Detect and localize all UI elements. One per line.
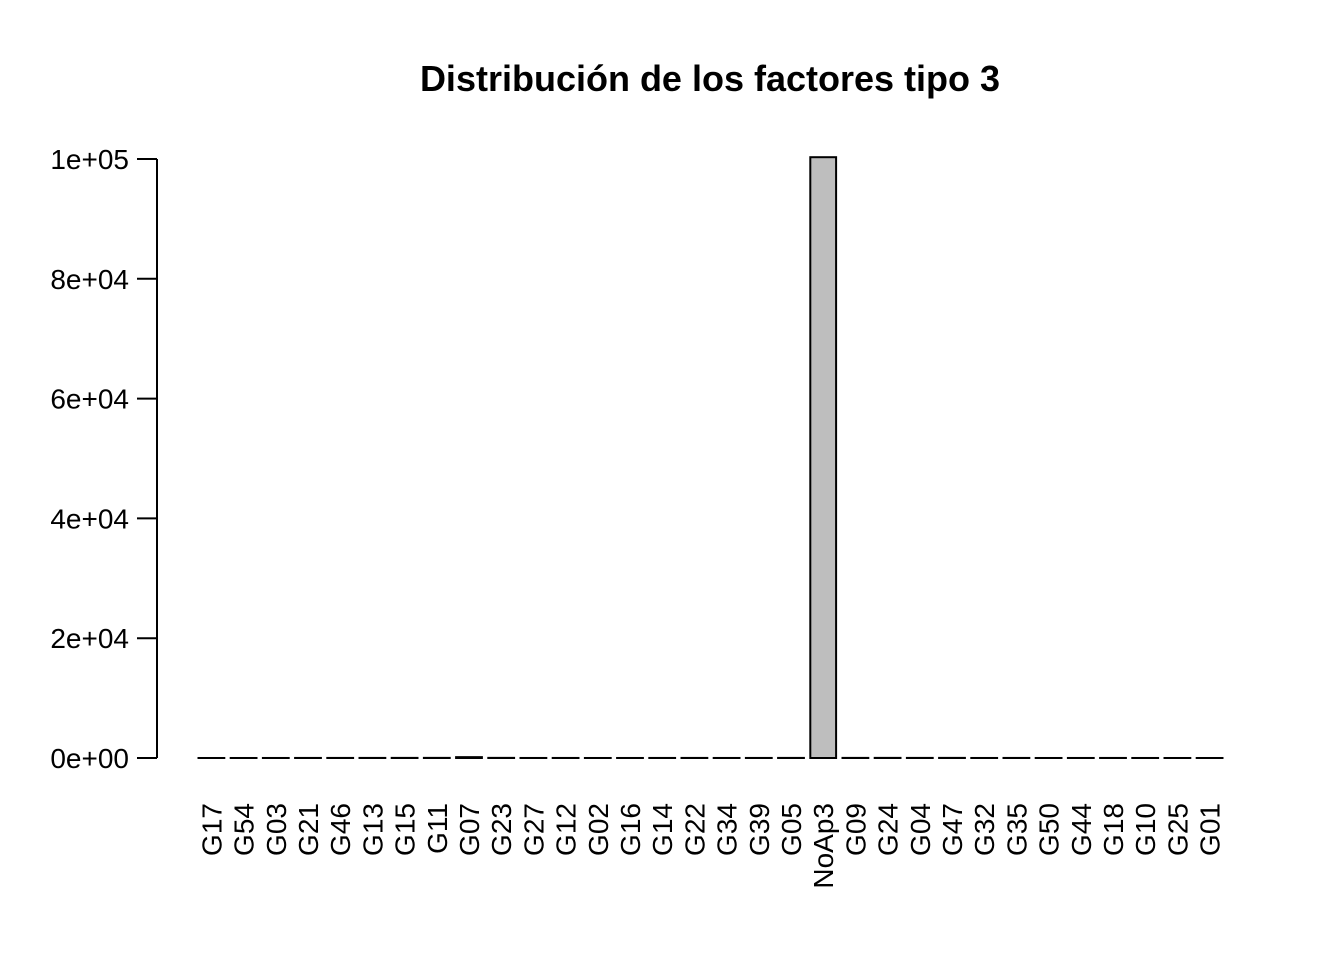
x-category-label: G04	[905, 803, 936, 856]
x-category-label: G32	[969, 803, 1000, 856]
x-category-label: G03	[261, 803, 292, 856]
x-category-label: G21	[293, 803, 324, 856]
x-category-label: G09	[840, 803, 871, 856]
x-category-label: G05	[776, 803, 807, 856]
x-category-label: G44	[1066, 803, 1097, 856]
y-axis: 0e+00 2e+04 4e+04 6e+04 8e+04 1e+05	[50, 144, 158, 774]
y-tick-label: 4e+04	[50, 503, 129, 534]
x-category-label: G39	[744, 803, 775, 856]
x-category-label: G02	[583, 803, 614, 856]
x-category-label: G47	[937, 803, 968, 856]
x-category-label: G50	[1034, 803, 1065, 856]
bars	[197, 156, 1224, 760]
bar-g07	[455, 756, 483, 760]
bar-noap3	[809, 156, 838, 759]
x-category-label: G12	[551, 803, 582, 856]
x-category-label: G15	[390, 803, 421, 856]
y-tick-label: 6e+04	[50, 384, 129, 415]
x-category-label: G27	[518, 803, 549, 856]
x-axis-labels: G17 G54 G03 G21 G46 G13 G15 G11 G07 G23 G27 G12 G02 G…	[196, 803, 1225, 889]
y-tick-label: 1e+05	[50, 144, 129, 175]
x-category-label: G11	[422, 803, 453, 854]
x-category-label: G25	[1162, 803, 1193, 856]
y-tick-label: 2e+04	[50, 623, 129, 654]
x-category-label: G16	[615, 803, 646, 856]
x-category-label: G01	[1195, 803, 1226, 856]
x-category-label: G35	[1001, 803, 1032, 856]
x-category-label: G34	[712, 803, 743, 856]
y-tick-label: 0e+00	[50, 743, 129, 774]
x-category-label: G17	[196, 803, 227, 856]
chart-title: Distribución de los factores tipo 3	[420, 58, 1000, 99]
x-category-label: G46	[325, 803, 356, 856]
x-category-label: G07	[454, 803, 485, 856]
x-category-label: NoAp3	[808, 803, 839, 889]
x-category-label: G13	[357, 803, 388, 856]
x-category-label: G14	[647, 803, 678, 856]
x-category-label: G10	[1130, 803, 1161, 856]
x-category-label: G24	[873, 803, 904, 856]
x-category-label: G22	[679, 803, 710, 856]
x-category-label: G23	[486, 803, 517, 856]
x-category-label: G54	[229, 803, 260, 856]
x-category-label: G18	[1098, 803, 1129, 856]
y-tick-label: 8e+04	[50, 264, 129, 295]
